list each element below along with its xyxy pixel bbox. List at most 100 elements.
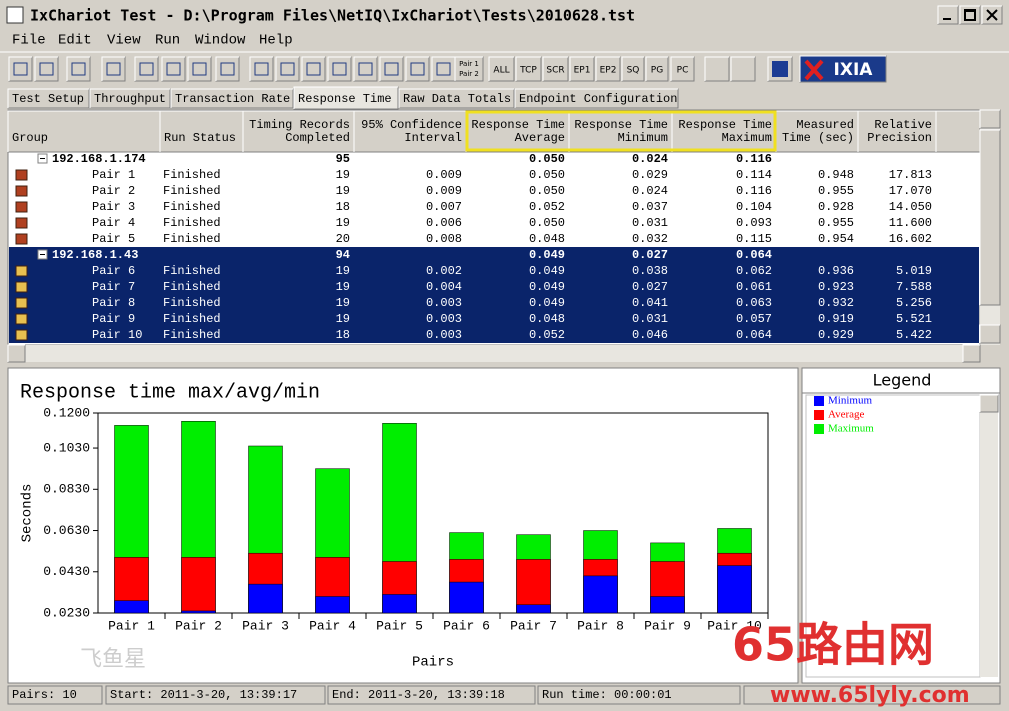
menu-item[interactable]: File (12, 33, 46, 49)
toolbar-button[interactable] (66, 56, 91, 82)
table-cell: 0.041 (632, 296, 668, 310)
table-cell[interactable]: Pair 7 (92, 280, 135, 294)
toolbar-button[interactable] (161, 56, 186, 82)
table-cell: 0.003 (426, 312, 462, 326)
bar (315, 596, 350, 614)
column-header[interactable] (775, 110, 859, 153)
table-cell[interactable]: Pair 8 (92, 296, 135, 310)
toolbar-button[interactable] (431, 56, 456, 82)
table-cell[interactable]: Pair 9 (92, 312, 135, 326)
toolbar-icon (139, 62, 154, 76)
toolbar-button[interactable] (730, 56, 756, 82)
toolbar-button[interactable] (595, 56, 621, 82)
toolbar-button[interactable] (249, 56, 274, 82)
menu-item[interactable]: Help (259, 33, 293, 49)
column-header-label: Measured (796, 118, 854, 132)
y-tick-label: 0.1030 (43, 440, 90, 455)
watermark-url: www.65lyly.com (770, 683, 970, 708)
pair-icon (15, 169, 28, 181)
toolbar-button[interactable] (215, 56, 240, 82)
table-cell[interactable]: Pair 10 (92, 328, 142, 342)
toolbar-label: SCR (546, 66, 564, 76)
toolbar-icon (254, 62, 269, 76)
toolbar-button[interactable] (101, 56, 126, 82)
table-cell: 0.029 (632, 168, 668, 182)
tab-highlight (514, 88, 678, 108)
table-cell[interactable]: Pair 2 (92, 184, 135, 198)
table-cell: 0.954 (818, 232, 854, 246)
menu-item[interactable]: Run (155, 33, 180, 49)
x-tick-label: Pair 8 (577, 618, 624, 633)
toolbar-button[interactable] (8, 56, 33, 82)
toolbar-icon (332, 62, 347, 76)
toolbar-button[interactable] (353, 56, 378, 82)
column-header-label: Response Time (471, 118, 565, 132)
minimize-button-highlight (937, 5, 958, 24)
toolbar-button[interactable] (34, 56, 59, 82)
table-cell[interactable]: Pair 5 (92, 232, 135, 246)
table-cell: 0.049 (529, 280, 565, 294)
toolbar-button[interactable] (569, 56, 595, 82)
table-cell: 0.002 (426, 264, 462, 278)
maximize-button[interactable] (959, 5, 981, 25)
x-tick-label: Pair 1 (108, 618, 155, 633)
column-header[interactable] (465, 110, 570, 153)
toolbar-button-highlight (134, 56, 158, 81)
pair-icon (15, 185, 28, 197)
column-header-label: Response Time (574, 118, 668, 132)
table-cell: 0.104 (736, 200, 772, 214)
menu-item[interactable]: Window (195, 33, 246, 49)
column-header[interactable] (857, 110, 937, 153)
table-cell[interactable]: Pair 4 (92, 216, 135, 230)
menu-item[interactable]: View (107, 33, 141, 49)
table-cell[interactable]: Pair 1 (92, 168, 135, 182)
scroll-thumb-highlight (979, 129, 1000, 305)
table-cell[interactable]: Pair 3 (92, 200, 135, 214)
tab-label: Transaction Rate (175, 92, 290, 106)
toolbar-button[interactable] (134, 56, 159, 82)
column-header[interactable] (159, 110, 244, 153)
bar (516, 559, 551, 614)
column-header-highlight (353, 110, 466, 152)
scroll-down[interactable] (979, 324, 1001, 344)
toolbar-button[interactable] (327, 56, 352, 82)
table-cell: 0.955 (818, 216, 854, 230)
legend-swatch (814, 410, 824, 420)
toolbar-label: Pair 2 (459, 70, 479, 78)
tab-highlight (398, 88, 514, 108)
bar (717, 565, 752, 614)
toolbar-button-highlight (704, 56, 729, 81)
menu-item[interactable]: Edit (58, 33, 92, 49)
scroll-up-highlight (979, 109, 1000, 128)
status-field (537, 685, 741, 705)
toolbar-button[interactable] (704, 56, 730, 82)
toolbar-icon (280, 62, 295, 76)
table-cell: 0.048 (529, 312, 565, 326)
toolbar-button[interactable] (405, 56, 430, 82)
toolbar-button[interactable] (275, 56, 300, 82)
table-cell: 0.006 (426, 216, 462, 230)
toolbar-button[interactable] (187, 56, 212, 82)
minimize-button[interactable] (937, 5, 959, 25)
table-cell: 0.009 (426, 184, 462, 198)
toolbar-button[interactable] (515, 56, 542, 82)
toolbar-button[interactable] (301, 56, 326, 82)
toolbar-button-highlight (66, 56, 90, 81)
pair-icon (15, 297, 28, 309)
scroll-up[interactable] (979, 109, 1001, 129)
column-header[interactable] (568, 110, 673, 153)
table-cell: 14.050 (889, 200, 932, 214)
toolbar-button[interactable] (379, 56, 404, 82)
column-header-label: Interval (404, 131, 462, 145)
scroll-left[interactable] (7, 344, 26, 363)
scroll-up[interactable] (979, 394, 999, 413)
table-cell: 0.114 (736, 168, 772, 182)
toolbar-button[interactable] (454, 56, 484, 82)
group-cell: 0.116 (736, 152, 772, 166)
scroll-thumb[interactable] (979, 129, 1001, 306)
bar (650, 596, 685, 614)
table-cell: 5.422 (896, 328, 932, 342)
table-cell[interactable]: Pair 6 (92, 264, 135, 278)
scroll-right[interactable] (962, 344, 981, 363)
table-cell: 19 (336, 216, 350, 230)
